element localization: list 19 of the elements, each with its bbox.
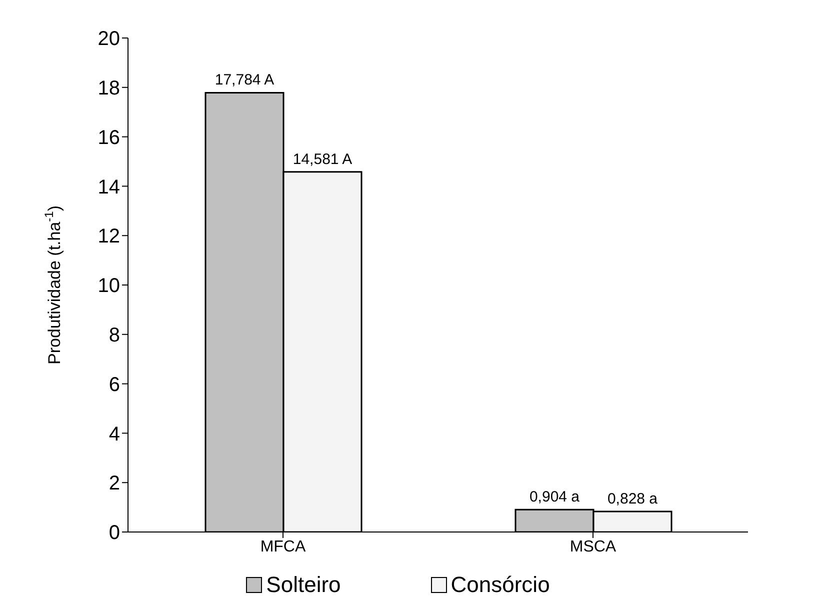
y-tick-label: 2 (108, 472, 120, 495)
y-tick-label: 4 (108, 423, 120, 446)
legend-label: Solteiro (266, 572, 341, 598)
y-tick-label: 12 (98, 226, 120, 248)
legend-label: Consórcio (450, 572, 550, 598)
y-tick-label: 6 (108, 374, 120, 396)
x-tick-label: MFCA (260, 538, 306, 556)
y-tick-label: 8 (108, 324, 120, 346)
data-label: 0,828 a (607, 490, 658, 508)
data-label: 14,581 A (292, 150, 352, 168)
y-tick-label: 20 (98, 28, 120, 50)
y-tick-label: 16 (98, 126, 120, 149)
y-tick-label: 10 (98, 275, 120, 298)
data-label: 0,904 a (529, 488, 580, 506)
x-tick-label: MSCA (570, 538, 616, 556)
y-tick-label: 18 (98, 78, 120, 100)
data-label: 17,784 A (214, 72, 274, 89)
y-tick-label: 0 (108, 522, 120, 544)
y-tick-label: 14 (98, 176, 120, 198)
